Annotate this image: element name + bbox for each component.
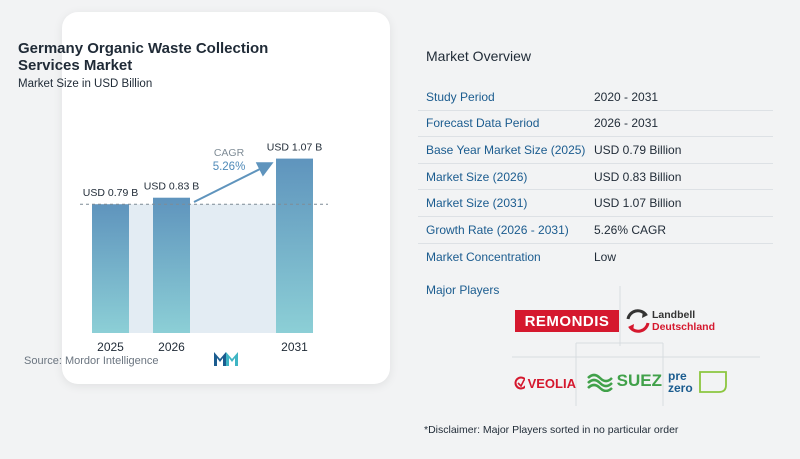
suez-waves-icon [587,373,613,392]
overview-row-value: 2026 - 2031 [594,116,659,131]
overview-row: Market Concentration Low [418,244,773,271]
overview-row-label: Growth Rate (2026 - 2031) [426,222,569,237]
bar-value-label: USD 1.07 B [267,142,322,154]
cagr-label: CAGR [214,147,245,159]
overview-row-label: Forecast Data Period [426,116,540,131]
overview-table: Study Period 2020 - 2031 Forecast Data Per… [418,84,773,270]
overview-row-value: USD 0.83 Billion [594,169,682,184]
overview-row-label: Market Size (2026) [426,169,528,184]
landbell-country: Deutschland [652,321,716,333]
bar-value-label: USD 0.79 B [83,187,138,199]
cagr-arrow [193,162,274,203]
overview-row-value: USD 1.07 Billion [594,196,682,211]
bar [153,197,190,333]
overview-row-value: Low [594,249,617,264]
overview-row: Market Size (2026) USD 0.83 Billion [418,164,773,191]
category-label: 2031 [281,340,308,354]
overview-row-label: Market Size (2031) [426,196,528,211]
category-label: 2025 [97,340,124,354]
major-players-label: Major Players [426,283,500,297]
overview-row-label: Base Year Market Size (2025) [426,142,586,157]
prezero-part2: zero [668,381,693,395]
landbell-logo: Landbell Deutschland [624,305,734,337]
recycle-arrows-icon [626,309,650,333]
overview-row: Forecast Data Period 2026 - 2031 [418,111,773,138]
prezero-part1: pre [668,369,687,383]
suez-name: SUEZ [616,371,662,390]
overview-row: Study Period 2020 - 2031 [418,84,773,111]
disclaimer: *Disclaimer: Major Players sorted in no … [424,424,679,436]
cagr-value: 5.26% [213,161,246,173]
landbell-name: Landbell [652,309,696,321]
veolia-name: VEOLIA [527,375,576,391]
chart-title: Germany Organic Waste Collection Service… [18,40,269,74]
chart-subtitle: Market Size in USD Billion [18,78,153,90]
suez-logo: SUEZ [586,366,662,396]
prezero-logo: pre zero [668,364,732,400]
overview-row-value: 2020 - 2031 [594,89,659,104]
bar [92,204,129,333]
overview-row-label: Study Period [426,89,495,104]
overview-row-value: 5.26% CAGR [594,222,667,237]
veolia-mark-icon [514,376,525,390]
overview-row: Growth Rate (2026 - 2031) 5.26% CAGR [418,217,773,244]
overview-row: Base Year Market Size (2025) USD 0.79 Bil… [418,137,773,164]
veolia-logo: VEOLIA [514,372,576,394]
bar-value-label: USD 0.83 B [144,181,199,193]
mordor-logo-icon [214,352,238,366]
prezero-shape-icon [698,371,727,393]
category-label: 2026 [158,340,185,354]
bar [276,158,313,333]
overview-row: Market Size (2031) USD 1.07 Billion [418,190,773,217]
source-note: Source: Mordor Intelligence [24,355,159,367]
overview-row-value: USD 0.79 Billion [594,142,682,157]
overview-row-label: Market Concentration [426,249,541,264]
remondis-logo: REMONDIS [515,310,619,332]
overview-title: Market Overview [426,48,532,64]
